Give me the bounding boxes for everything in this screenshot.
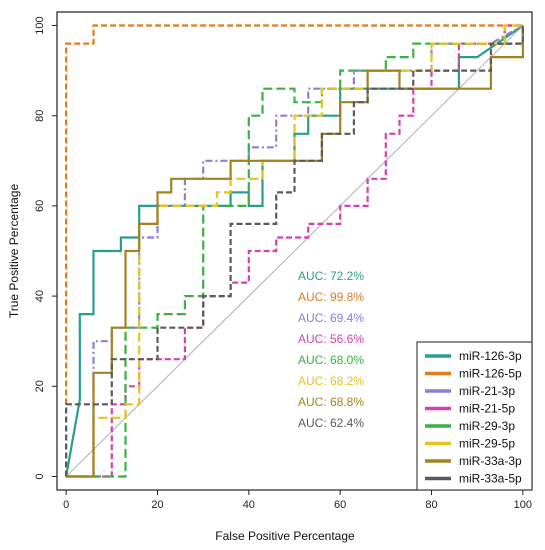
auc-label: AUC: 99.8%	[298, 290, 364, 304]
legend-label: miR-126-3p	[459, 349, 522, 363]
x-tick-label: 100	[514, 499, 532, 511]
legend-label: miR-126-5p	[459, 367, 522, 381]
y-tick-label: 20	[34, 380, 46, 392]
y-tick-label: 100	[34, 16, 46, 34]
legend-label: miR-33a-5p	[459, 472, 522, 486]
x-axis: 0 20 40 60 80 100	[63, 490, 532, 511]
x-tick-label: 20	[151, 499, 163, 511]
auc-label: AUC: 68.0%	[298, 353, 364, 367]
y-axis: 0 20 40 60 80 100	[34, 16, 57, 480]
roc-curve-miR-126-5p	[65, 24, 523, 477]
x-tick-label: 0	[63, 499, 69, 511]
y-tick-label: 0	[34, 473, 46, 479]
roc-curves	[65, 24, 524, 478]
auc-label: AUC: 56.6%	[298, 332, 364, 346]
y-axis-label: True Positive Percentage	[7, 184, 21, 319]
auc-label: AUC: 69.4%	[298, 311, 364, 325]
legend-label: miR-21-3p	[459, 384, 515, 398]
x-tick-label: 60	[334, 499, 346, 511]
legend: miR-126-3p miR-126-5p miR-21-3p miR-21-5p mi…	[416, 341, 533, 491]
legend-label: miR-33a-3p	[459, 454, 522, 468]
x-tick-label: 80	[425, 499, 437, 511]
auc-label: AUC: 62.4%	[298, 416, 364, 430]
legend-label: miR-29-3p	[459, 419, 515, 433]
auc-label: AUC: 72.2%	[298, 269, 364, 283]
y-tick-label: 80	[34, 110, 46, 122]
auc-labels: AUC: 72.2% AUC: 99.8% AUC: 69.4% AUC: 56.6%…	[298, 269, 364, 430]
legend-label: miR-29-5p	[459, 437, 515, 451]
roc-curve-miR-33a-3p	[66, 25, 524, 478]
roc-curve-miR-29-3p	[66, 25, 524, 478]
legend-label: miR-21-5p	[459, 402, 515, 416]
plot-frame	[56, 11, 533, 491]
y-tick-label: 40	[34, 290, 46, 302]
legend-box	[416, 341, 533, 491]
reference-diagonal	[65, 25, 524, 477]
x-tick-label: 40	[243, 499, 255, 511]
x-axis-label: False Positive Percentage	[215, 529, 355, 543]
auc-label: AUC: 68.8%	[298, 395, 364, 409]
auc-label: AUC: 68.2%	[298, 374, 364, 388]
y-tick-label: 60	[34, 200, 46, 212]
roc-curve-miR-33a-5p	[65, 25, 524, 477]
